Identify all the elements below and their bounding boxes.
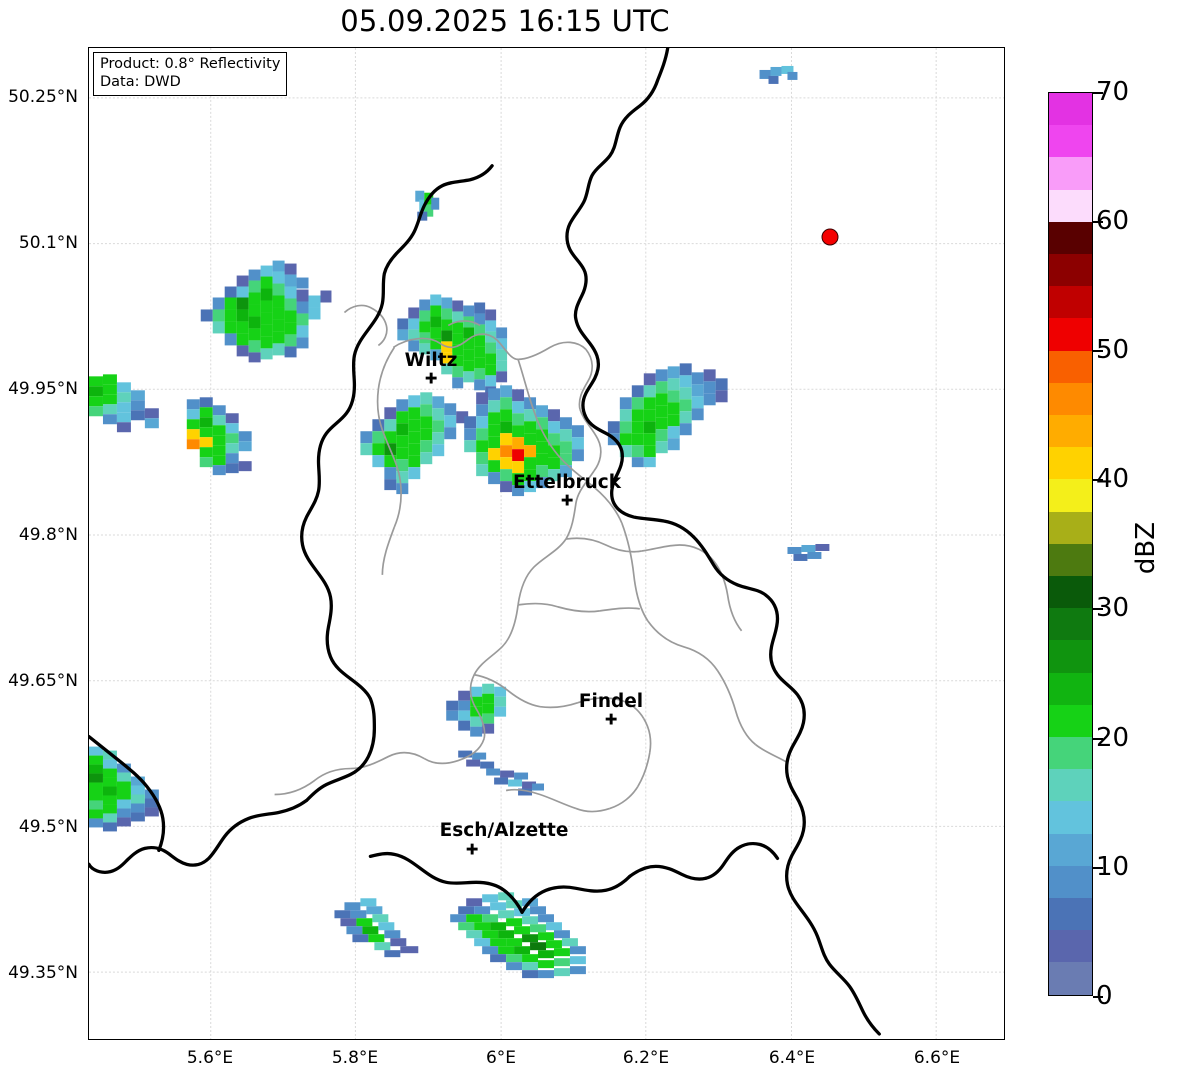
map-clip: Wiltz ✚ Ettelbruck ✚ Findel ✚ Esch/Alzet… [89,48,1004,1039]
y-tick-label-2: 49.95°N [8,379,78,399]
colorbar-tickline-60 [1093,221,1103,223]
data-source-line: Data: DWD [100,73,181,90]
echo-cell-wiltz [397,294,508,398]
colorbar-tick-label-20: 20 [1096,723,1130,753]
colorbar-band-10-12.5 [1049,833,1092,866]
x-tick-label-2: 6°E [485,1048,517,1068]
map-canvas [89,48,1004,1039]
colorbar-tickline-20 [1093,738,1103,740]
city-label-esch-alzette: Esch/Alzette [439,820,569,841]
colorbar-band-32.5-35 [1049,543,1092,577]
product-line: Product: 0.8° Reflectivity [100,56,281,72]
colorbar-tick-label-40: 40 [1096,464,1130,494]
colorbar-tick-label-50: 50 [1096,335,1130,365]
city-marker-wiltz: ✚ [424,369,438,388]
city-label-wiltz: Wiltz [404,350,458,371]
colorbar-tick-label-70: 70 [1096,77,1130,107]
colorbar-band-42.5-45 [1049,415,1092,448]
echo-cell-east [607,363,728,468]
x-tick-label-4: 6.4°E [768,1048,816,1068]
colorbar-band-50-52.5 [1049,318,1092,351]
colorbar-band-25-27.5 [1049,640,1092,673]
echo-cell-south-central [458,750,545,796]
echo-cell-central [360,392,469,495]
colorbar-band-30-32.5 [1049,576,1092,609]
radar-reflectivity-layer [89,65,830,979]
colorbar-band-20-22.5 [1049,704,1092,738]
echo-cell-ettelbruck [464,385,584,497]
echo-cell-south-left [334,898,419,958]
colorbar-axis-label: dBZ [1131,521,1161,575]
colorbar-tickline-50 [1093,350,1103,352]
colorbar-band-65-67.5 [1049,125,1092,158]
radar-site-marker[interactable] [821,228,839,246]
colorbar-band-52.5-55 [1049,286,1092,319]
colorbar-band-0-2.5 [1049,962,1092,995]
x-tick-label-3: 6.2°E [622,1048,670,1068]
echo-cell-northwest [200,260,332,363]
colorbar-band-60-62.5 [1049,189,1092,222]
x-tick-label-1: 5.8°E [331,1048,379,1068]
city-label-ettelbruck: Ettelbruck [512,472,622,493]
product-info-box: Product: 0.8° Reflectivity Data: DWD [93,52,288,97]
y-tick-label-3: 49.8°N [18,525,78,545]
echo-cell-southwest [89,746,159,832]
city-marker-esch-alzette: ✚ [465,840,479,859]
colorbar-band-15-17.5 [1049,769,1092,802]
colorbar-tick-label-60: 60 [1096,206,1130,236]
colorbar-band-17.5-20 [1049,737,1092,770]
colorbar-band-37.5-40 [1049,479,1092,512]
colorbar-band-62.5-65 [1049,157,1092,190]
colorbar-band-22.5-25 [1049,672,1092,705]
colorbar-band-35-37.5 [1049,511,1092,544]
colorbar-tickline-40 [1093,479,1103,481]
colorbar-band-27.5-30 [1049,608,1092,641]
colorbar-band-2.5-5 [1049,930,1092,963]
colorbar-tick-label-0: 0 [1096,981,1113,1011]
y-tick-label-0: 50.25°N [8,87,78,107]
x-tick-label-5: 6.6°E [913,1048,961,1068]
y-tick-label-5: 49.5°N [18,817,78,837]
y-tick-label-6: 49.35°N [8,963,78,983]
y-tick-label-1: 50.1°N [18,233,78,253]
colorbar-band-45-47.5 [1049,382,1092,416]
colorbar-tickline-0 [1093,996,1103,998]
echo-cell-findel-northwest [446,683,507,737]
y-tick-label-4: 49.65°N [8,671,78,691]
colorbar-tickline-70 [1093,92,1103,94]
colorbar-tickline-10 [1093,867,1103,869]
colorbar-band-12.5-15 [1049,801,1092,834]
echo-cell-ne [759,65,798,84]
colorbar-band-57.5-60 [1049,221,1092,255]
admin-boundaries [274,304,788,813]
colorbar-tickline-30 [1093,608,1103,610]
colorbar-tick-label-10: 10 [1096,852,1130,882]
country-borders [89,48,881,1036]
colorbar[interactable] [1048,92,1093,996]
radar-map-panel[interactable]: Wiltz ✚ Ettelbruck ✚ Findel ✚ Esch/Alzet… [88,47,1005,1040]
city-label-findel: Findel [578,691,644,712]
city-marker-findel: ✚ [604,710,618,729]
map-gridlines [89,48,1004,1039]
colorbar-band-67.5-70 [1049,93,1092,126]
page-title: 05.09.2025 16:15 UTC [340,4,670,38]
x-tick-label-0: 5.6°E [186,1048,234,1068]
echo-cell-far-east [787,543,830,561]
echo-cell-west-streaks [89,374,252,476]
colorbar-band-55-57.5 [1049,254,1092,287]
colorbar-band-40-42.5 [1049,447,1092,480]
echo-cell-south-right [450,892,586,979]
city-marker-ettelbruck: ✚ [560,491,574,510]
colorbar-tick-label-30: 30 [1096,593,1130,623]
colorbar-band-5-7.5 [1049,898,1092,931]
colorbar-band-7.5-10 [1049,865,1092,899]
colorbar-band-47.5-50 [1049,350,1092,383]
